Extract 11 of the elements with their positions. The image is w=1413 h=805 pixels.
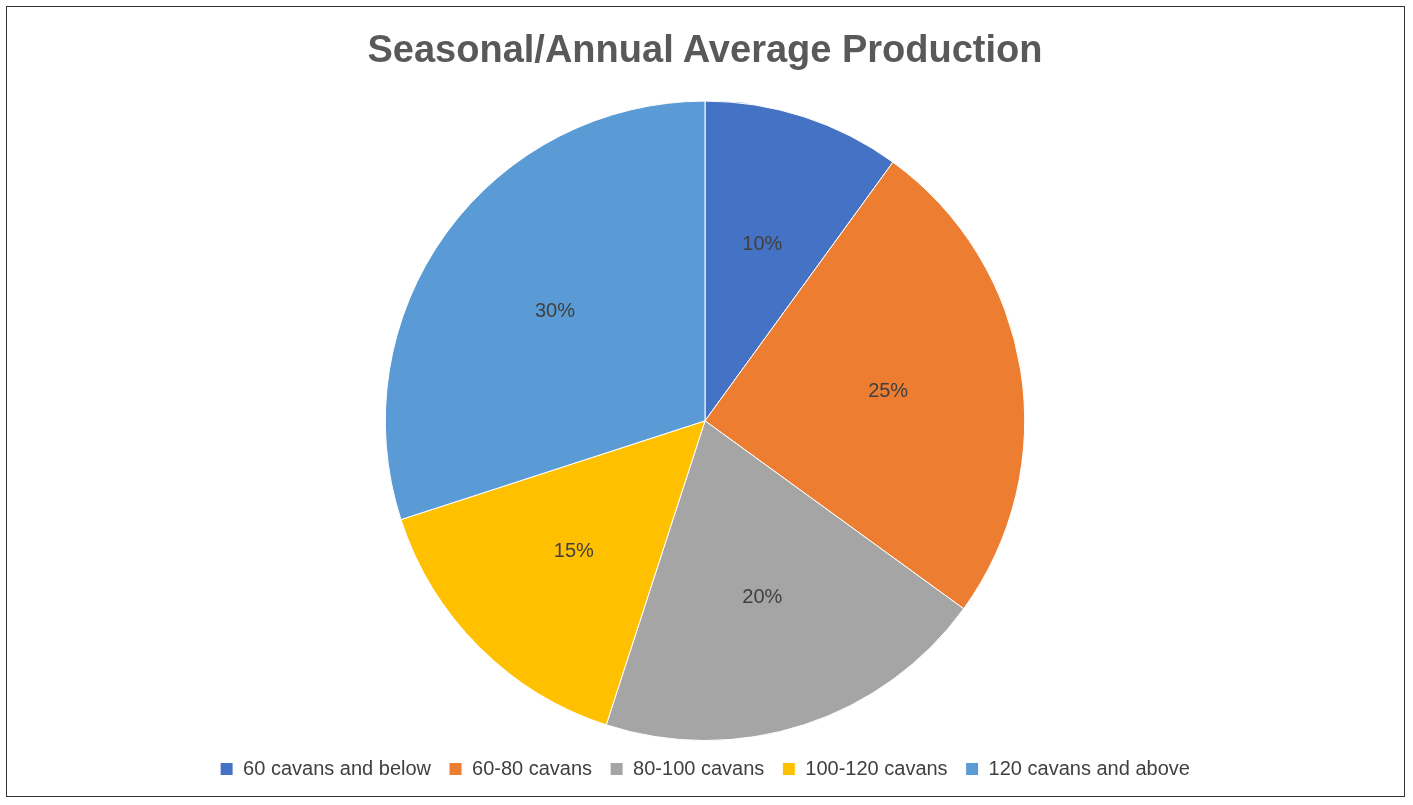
legend-label: 60 cavans and below <box>243 756 432 779</box>
chart-title: Seasonal/Annual Average Production <box>367 28 1043 71</box>
legend-label: 60-80 cavans <box>472 756 593 779</box>
data-label: 10% <box>742 231 783 254</box>
legend-label: 120 cavans and above <box>988 756 1190 779</box>
legend-label: 100-120 cavans <box>805 756 948 779</box>
legend-label: 80-100 cavans <box>633 756 765 779</box>
data-label: 15% <box>553 539 595 562</box>
data-label: 25% <box>868 379 909 402</box>
data-label: 30% <box>534 299 576 322</box>
data-label: 20% <box>742 584 783 607</box>
